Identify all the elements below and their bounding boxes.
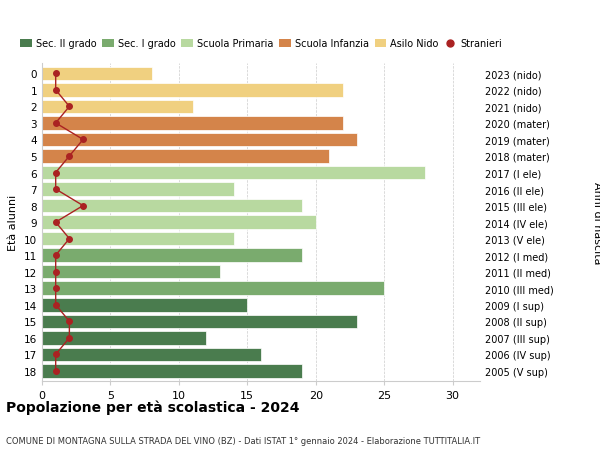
Bar: [42, 101, 193, 114]
Bar: [42, 298, 247, 312]
Bar: [42, 67, 151, 81]
Y-axis label: Età alunni: Età alunni: [8, 195, 19, 251]
Text: COMUNE DI MONTAGNA SULLA STRADA DEL VINO (BZ) - Dati ISTAT 1° gennaio 2024 - Ela: COMUNE DI MONTAGNA SULLA STRADA DEL VINO…: [6, 436, 480, 445]
Bar: [42, 364, 302, 378]
Bar: [42, 315, 357, 328]
Bar: [42, 249, 302, 263]
Bar: [42, 331, 206, 345]
Bar: [42, 117, 343, 130]
Bar: [42, 183, 233, 196]
Bar: [42, 199, 302, 213]
Bar: [42, 166, 425, 180]
Bar: [42, 216, 316, 230]
Bar: [42, 232, 233, 246]
Bar: [42, 150, 329, 163]
Bar: [42, 265, 220, 279]
Legend: Sec. II grado, Sec. I grado, Scuola Primaria, Scuola Infanzia, Asilo Nido, Stran: Sec. II grado, Sec. I grado, Scuola Prim…: [16, 35, 506, 53]
Bar: [42, 282, 384, 295]
Text: Popolazione per età scolastica - 2024: Popolazione per età scolastica - 2024: [6, 399, 299, 414]
Y-axis label: Anni di nascita: Anni di nascita: [593, 181, 600, 264]
Bar: [42, 134, 357, 147]
Bar: [42, 348, 261, 361]
Bar: [42, 84, 343, 97]
